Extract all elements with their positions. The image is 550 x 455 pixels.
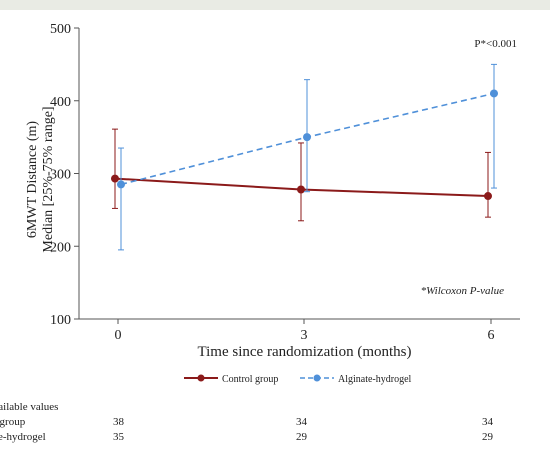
y-axis-label: 6MWT Distance (m) Median [25%-75% range] [25,106,56,252]
y-tick-label: 300 [50,168,71,183]
table-row: ntrol group 38 34 34 [0,415,550,430]
legend-label: Alginate-hydrogel [338,374,412,385]
table-cell: 29 [482,431,493,443]
y-axis-label-line: Median [25%-75% range] [41,106,56,252]
availability-table: of available values ntrol group 38 34 34… [0,400,550,445]
table-cell: 34 [482,416,493,428]
table-cell: 35 [113,431,124,443]
data-point [117,180,125,189]
table-cell: 29 [296,431,307,443]
table-row-label: ntrol group [0,416,26,428]
table-cell: 34 [296,416,307,428]
table-row-label: ginate-hydrogel [0,431,46,443]
table-header-row: of available values [0,400,550,415]
data-point [111,174,119,183]
data-point [303,133,311,142]
table-row: ginate-hydrogel 35 29 29 [0,430,550,445]
series-control-group [111,128,492,222]
x-tick-label: 0 [115,328,122,343]
data-point [484,192,492,201]
series-alginate-hydrogel [117,63,498,251]
y-tick-label: 400 [50,95,71,110]
x-tick-label: 6 [488,328,495,343]
footnote-annotation: *Wilcoxon P-value [421,285,505,297]
y-axis-label-line: 6MWT Distance (m) [25,121,40,238]
y-tick-label: 100 [50,313,71,328]
legend-label: Control group [222,374,278,385]
legend-item: Control group [184,374,278,385]
p-value-annotation: P*<0.001 [474,38,517,50]
x-axis-label: Time since randomization (months) [198,344,412,360]
y-tick-label: 200 [50,240,71,255]
table-header: of available values [0,401,59,413]
data-point [490,89,498,98]
legend-item: Alginate-hydrogel [300,374,412,385]
line-chart: 100 200 300 400 500 0 3 6 Time since randomizati… [25,22,520,385]
data-point [297,185,305,194]
legend-marker [197,374,205,382]
top-band [0,0,550,10]
y-tick-label: 500 [50,22,71,37]
legend-marker [313,374,321,382]
x-tick-label: 3 [301,328,308,343]
table-cell: 38 [113,416,124,428]
